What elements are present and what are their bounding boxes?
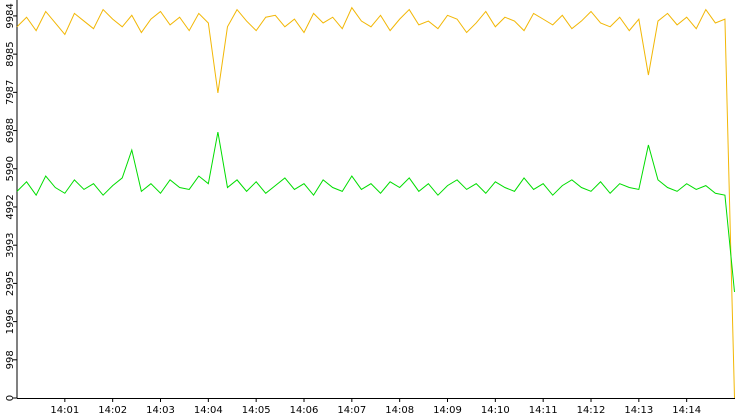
y-tick-label: 7987 bbox=[5, 80, 16, 105]
y-tick-label: 998 bbox=[5, 350, 16, 369]
series-line bbox=[16, 6, 735, 399]
x-tick-label: 14:08 bbox=[385, 405, 414, 415]
y-tick-label: 3993 bbox=[5, 232, 16, 257]
y-tick-label: 4992 bbox=[5, 194, 16, 219]
x-tick-label: 14:02 bbox=[98, 405, 127, 415]
y-tick-label: 5990 bbox=[5, 156, 16, 181]
y-tick-label: 8985 bbox=[5, 41, 16, 66]
x-tick-label: 14:10 bbox=[481, 405, 510, 415]
x-tick-label: 14:07 bbox=[337, 405, 366, 415]
y-tick-label: 0 bbox=[5, 395, 16, 401]
x-tick-label: 14:13 bbox=[624, 405, 653, 415]
x-tick-label: 14:01 bbox=[50, 405, 79, 415]
x-tick-label: 14:05 bbox=[242, 405, 271, 415]
y-tick-label: 9984 bbox=[5, 3, 16, 28]
x-tick-label: 14:11 bbox=[529, 405, 558, 415]
x-tick-label: 14:04 bbox=[194, 405, 223, 415]
y-tick-label: 6988 bbox=[5, 118, 16, 143]
x-tick-label: 14:09 bbox=[433, 405, 462, 415]
x-tick-label: 14:12 bbox=[577, 405, 606, 415]
y-tick-label: 2995 bbox=[5, 271, 16, 296]
x-tick-label: 14:03 bbox=[146, 405, 175, 415]
x-tick-label: 14:14 bbox=[672, 405, 701, 415]
x-tick-label: 14:06 bbox=[290, 405, 319, 415]
y-tick-label: 1996 bbox=[5, 309, 16, 334]
series-line bbox=[16, 131, 735, 293]
